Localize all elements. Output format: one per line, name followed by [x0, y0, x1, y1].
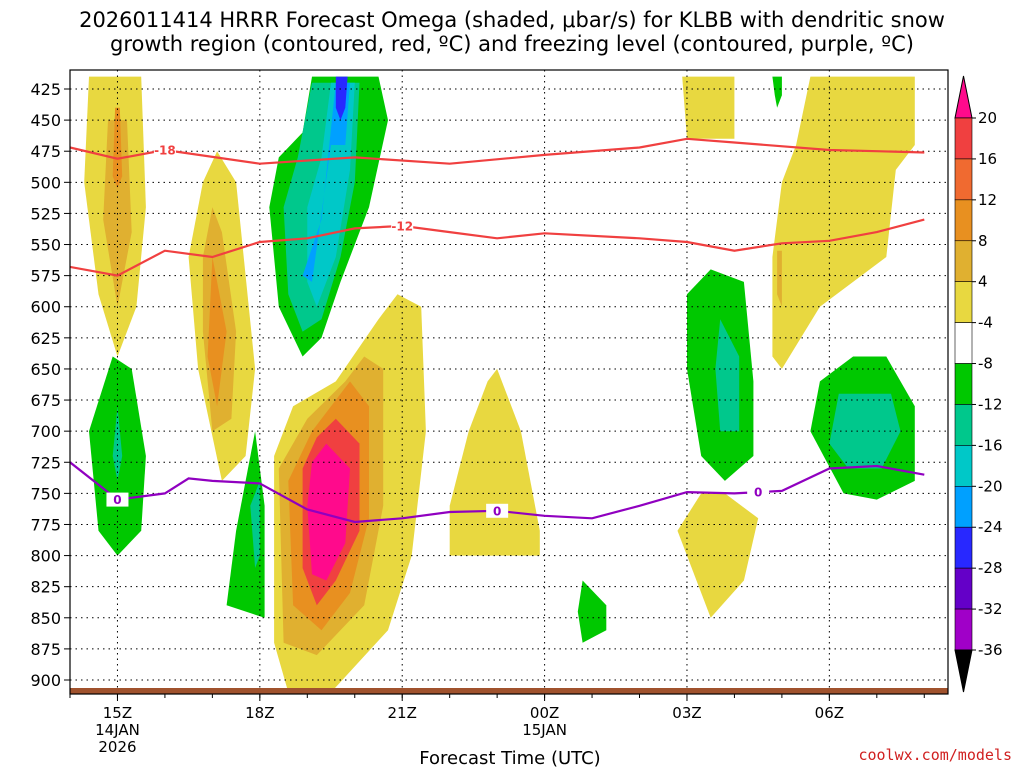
colorbar-label: -20 — [978, 477, 1003, 495]
contour-1 — [70, 218, 925, 277]
contour-label: -18 — [154, 143, 176, 157]
colorbar-label: -12 — [978, 395, 1003, 413]
colorbar-label: -36 — [978, 641, 1003, 659]
y-tick-label-625: 625 — [30, 329, 61, 348]
omega-region-25 — [777, 250, 782, 307]
source-credit: coolwx.com/models — [858, 746, 1012, 764]
omega-region-22 — [682, 76, 735, 139]
contour-2 — [70, 461, 925, 524]
colorbar-label: -8 — [978, 355, 993, 373]
y-tick-label-725: 725 — [30, 453, 61, 472]
y-tick-label-650: 650 — [30, 360, 61, 379]
contour-label-bg — [106, 492, 129, 507]
colorbar-bottom-arrow — [954, 649, 973, 693]
plot-frame — [69, 69, 949, 695]
x-tick-label: 00Z — [530, 704, 559, 722]
contour-label: 0 — [113, 493, 121, 507]
x-axis-label: Forecast Time (UTC) — [419, 748, 600, 768]
y-tick-label-875: 875 — [30, 640, 61, 659]
omega-shading — [84, 76, 915, 693]
colorbar-swatch — [954, 608, 973, 651]
omega-region-15 — [307, 443, 350, 581]
omega-region-28 — [677, 493, 759, 618]
x-tick-label: 14JAN — [95, 721, 140, 739]
x-tick-label: 2026 — [98, 738, 136, 756]
contour-label-bg — [391, 218, 414, 233]
y-axis-ticks: 425 450 475 500 525 550 575 600 625 650 675 700 725 7… — [30, 80, 70, 690]
colorbar-swatch — [954, 117, 973, 160]
colorbar: 20 16 12 8 4 -4 -8 -12 -16 -20 -24 -28 -32 -36 — [954, 75, 1003, 693]
colorbar-swatch — [954, 526, 973, 569]
colorbar-swatch — [954, 567, 973, 610]
colorbar-label: 16 — [978, 150, 997, 168]
colorbar-swatch — [954, 445, 973, 487]
omega-region-17 — [250, 480, 260, 568]
colorbar-label: -32 — [978, 600, 1003, 618]
y-tick-label-525: 525 — [30, 204, 61, 223]
contour-label-bg — [486, 503, 509, 518]
colorbar-top-arrow — [954, 75, 973, 119]
contour-label: 0 — [493, 504, 501, 518]
contour-label: 0 — [754, 486, 762, 500]
y-tick-label-825: 825 — [30, 578, 61, 597]
y-tick-label-850: 850 — [30, 609, 61, 628]
chart-title-line2: growth region (contoured, red, ºC) and f… — [110, 32, 914, 56]
contour-label-bg — [153, 142, 176, 157]
colorbar-swatch — [954, 404, 973, 446]
x-tick-label: 18Z — [245, 704, 274, 722]
omega-region-10 — [335, 76, 348, 121]
y-tick-label-475: 475 — [30, 142, 61, 161]
y-tick-label-800: 800 — [30, 547, 61, 566]
colorbar-label: 4 — [978, 273, 988, 291]
colorbar-swatch — [954, 322, 973, 364]
omega-region-9 — [302, 82, 350, 282]
y-tick-label-450: 450 — [30, 111, 61, 130]
terrain-bar — [70, 688, 948, 694]
colorbar-swatch — [954, 158, 973, 201]
omega-region-27 — [715, 319, 740, 432]
temperature-contours: -18 -12 0 0 0 — [70, 137, 925, 524]
omega-region-5 — [207, 257, 227, 407]
colorbar-label: 12 — [978, 191, 997, 209]
colorbar-label: 20 — [978, 109, 997, 127]
omega-region-16 — [226, 431, 265, 618]
contour-label: -12 — [391, 219, 413, 233]
y-tick-label-550: 550 — [30, 236, 61, 255]
y-tick-label-675: 675 — [30, 391, 61, 410]
contour-label-bg — [747, 485, 770, 500]
x-tick-label: 15Z — [103, 704, 132, 722]
colorbar-label: -28 — [978, 559, 1003, 577]
y-tick-label-700: 700 — [30, 422, 61, 441]
pressure-gridlines — [70, 70, 948, 694]
y-tick-label-750: 750 — [30, 484, 61, 503]
colorbar-label: -4 — [978, 314, 993, 332]
chart-title-line1: 2026011414 HRRR Forecast Omega (shaded, … — [79, 8, 945, 32]
y-tick-label-775: 775 — [30, 515, 61, 534]
omega-region-23 — [772, 76, 782, 108]
colorbar-swatch — [954, 240, 973, 282]
x-tick-label: 21Z — [388, 704, 417, 722]
colorbar-swatch — [954, 486, 973, 528]
y-tick-label-425: 425 — [30, 80, 61, 99]
y-tick-label-900: 900 — [30, 671, 61, 690]
colorbar-label: -16 — [978, 436, 1003, 454]
colorbar-swatch — [954, 363, 973, 405]
y-tick-label-500: 500 — [30, 173, 61, 192]
omega-region-30 — [829, 393, 901, 469]
y-tick-label-575: 575 — [30, 267, 61, 286]
x-tick-label: 06Z — [815, 704, 844, 722]
colorbar-swatch — [954, 199, 973, 242]
y-tick-label-600: 600 — [30, 298, 61, 317]
colorbar-swatch — [954, 281, 973, 323]
x-tick-label: 15JAN — [522, 721, 567, 739]
x-tick-label: 03Z — [672, 704, 701, 722]
colorbar-label: -24 — [978, 518, 1003, 536]
colorbar-label: 8 — [978, 232, 988, 250]
omega-region-24 — [772, 76, 915, 369]
omega-region-21 — [577, 580, 607, 643]
